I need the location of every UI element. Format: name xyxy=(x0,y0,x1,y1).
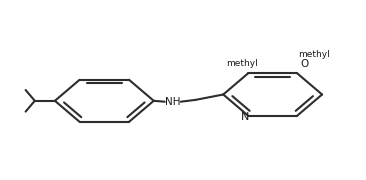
Text: O: O xyxy=(300,58,309,69)
Text: methyl: methyl xyxy=(298,50,330,59)
Text: methyl: methyl xyxy=(227,59,258,68)
Text: NH: NH xyxy=(165,97,180,107)
Text: N: N xyxy=(241,112,249,122)
